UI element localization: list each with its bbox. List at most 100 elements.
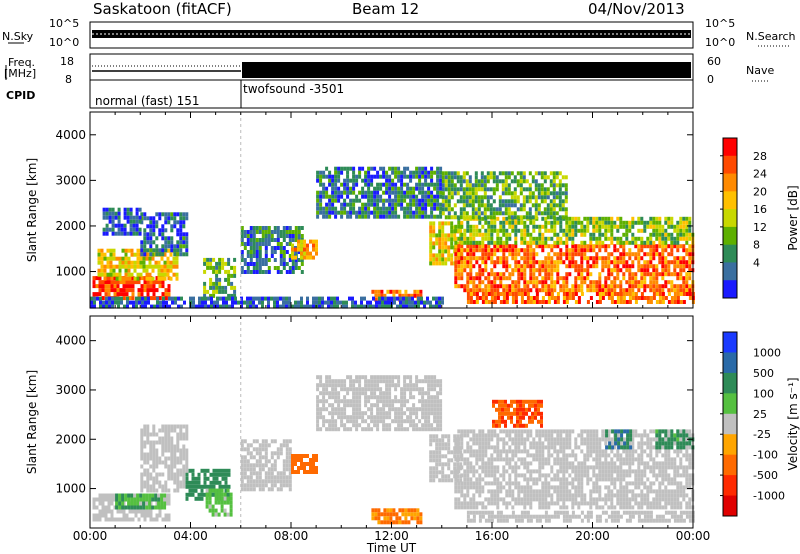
data-cell bbox=[478, 445, 482, 450]
data-cell bbox=[183, 300, 186, 305]
data-cell bbox=[628, 300, 632, 304]
data-cell bbox=[334, 182, 338, 187]
data-cell bbox=[499, 300, 503, 304]
data-cell bbox=[552, 175, 556, 180]
data-cell bbox=[121, 497, 125, 502]
data-cell bbox=[322, 423, 326, 428]
data-cell bbox=[337, 174, 341, 179]
data-cell bbox=[604, 248, 608, 253]
data-cell bbox=[534, 203, 538, 208]
data-cell bbox=[637, 248, 641, 253]
data-cell bbox=[493, 292, 497, 296]
data-cell bbox=[309, 458, 312, 462]
data-cell bbox=[409, 214, 413, 219]
data-cell bbox=[102, 211, 106, 216]
data-cell bbox=[661, 224, 665, 229]
data-cell bbox=[322, 419, 326, 424]
data-cell bbox=[163, 505, 167, 510]
data-cell bbox=[438, 438, 442, 443]
data-cell bbox=[622, 248, 626, 253]
data-cell bbox=[487, 288, 491, 293]
data-cell bbox=[490, 433, 494, 438]
data-cell bbox=[376, 174, 380, 179]
data-cell bbox=[240, 483, 244, 488]
data-cell bbox=[246, 250, 250, 254]
data-cell bbox=[364, 399, 368, 404]
data-cell bbox=[534, 199, 538, 204]
data-cell bbox=[670, 244, 674, 249]
data-cell bbox=[127, 493, 131, 498]
data-cell bbox=[152, 460, 156, 465]
data-cell bbox=[273, 296, 276, 301]
data-cell bbox=[173, 456, 177, 461]
data-cell bbox=[640, 220, 644, 225]
data-cell bbox=[157, 272, 161, 277]
data-cell bbox=[255, 250, 259, 254]
data-cell bbox=[388, 411, 392, 416]
data-cell bbox=[403, 379, 407, 384]
data-cell bbox=[249, 250, 253, 254]
data-cell bbox=[508, 465, 512, 470]
data-cell bbox=[439, 399, 443, 404]
data-cell bbox=[517, 493, 521, 498]
data-cell bbox=[108, 296, 111, 301]
data-cell bbox=[370, 387, 374, 392]
data-cell bbox=[439, 427, 443, 432]
data-cell bbox=[628, 288, 632, 293]
data-cell bbox=[226, 500, 230, 505]
data-cell bbox=[436, 403, 440, 408]
data-cell bbox=[484, 296, 488, 300]
data-cell bbox=[457, 449, 461, 454]
data-cell bbox=[376, 411, 380, 416]
data-cell bbox=[475, 441, 479, 446]
data-cell bbox=[424, 178, 428, 183]
data-cell bbox=[661, 248, 665, 253]
data-cell bbox=[185, 472, 189, 477]
data-cell bbox=[586, 272, 590, 277]
data-cell bbox=[319, 190, 323, 195]
data-cell bbox=[331, 178, 335, 183]
data-cell bbox=[454, 244, 458, 249]
data-cell bbox=[92, 517, 96, 522]
data-cell bbox=[523, 236, 527, 241]
data-cell bbox=[400, 182, 404, 187]
data-cell bbox=[120, 300, 123, 305]
data-cell bbox=[435, 296, 438, 301]
data-cell bbox=[303, 454, 306, 458]
data-cell bbox=[454, 481, 458, 486]
data-cell bbox=[267, 467, 271, 472]
data-cell bbox=[182, 216, 186, 221]
data-cell bbox=[273, 300, 276, 305]
data-cell bbox=[249, 479, 253, 484]
data-cell bbox=[436, 170, 440, 175]
data-cell bbox=[252, 242, 256, 246]
data-cell bbox=[556, 264, 560, 269]
data-cell bbox=[501, 191, 505, 196]
data-cell bbox=[496, 445, 500, 450]
data-cell bbox=[489, 203, 493, 208]
data-cell bbox=[547, 252, 551, 257]
data-cell bbox=[544, 288, 548, 293]
data-cell bbox=[438, 470, 442, 475]
data-cell bbox=[176, 468, 180, 473]
data-cell bbox=[358, 214, 362, 219]
data-cell bbox=[439, 419, 443, 424]
data-cell bbox=[343, 411, 347, 416]
data-cell bbox=[370, 419, 374, 424]
data-cell bbox=[380, 289, 384, 294]
data-cell bbox=[444, 179, 448, 184]
data-cell bbox=[679, 292, 683, 296]
data-cell bbox=[291, 266, 295, 270]
data-cell bbox=[358, 407, 362, 412]
data-cell bbox=[129, 215, 133, 220]
data-cell bbox=[270, 451, 274, 456]
data-cell bbox=[218, 468, 222, 473]
data-cell bbox=[664, 268, 668, 273]
data-cell bbox=[477, 215, 481, 220]
data-cell bbox=[673, 236, 677, 241]
data-cell bbox=[328, 403, 332, 408]
data-cell bbox=[435, 450, 439, 455]
data-cell bbox=[631, 220, 635, 225]
data-cell bbox=[267, 270, 271, 274]
data-cell bbox=[523, 489, 527, 494]
